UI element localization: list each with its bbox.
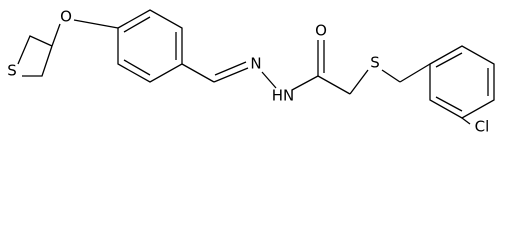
bond: [435, 96, 463, 112]
bond: [261, 71, 277, 89]
atom-label: S: [7, 62, 17, 80]
bond: [435, 52, 463, 68]
bond: [181, 63, 215, 83]
bond: [317, 75, 351, 95]
atom-label: N: [250, 55, 261, 73]
bond: [123, 16, 151, 33]
bond: [429, 45, 495, 119]
atom-label: O: [315, 22, 327, 40]
atom-label: HN: [272, 87, 295, 105]
atom-label: Cl: [475, 118, 490, 136]
structure-diagram: S O N HN O S Cl: [7, 8, 495, 136]
bond: [22, 45, 53, 77]
bond: [399, 63, 431, 83]
bond: [461, 117, 471, 125]
bond: [17, 35, 53, 65]
bond: [381, 69, 401, 83]
bond: [117, 9, 183, 83]
bonds: [17, 9, 495, 125]
atom-label: O: [60, 8, 72, 26]
bond: [291, 75, 319, 91]
bond: [73, 19, 119, 29]
bond: [213, 67, 249, 83]
atom-label: S: [370, 54, 380, 72]
bond: [349, 69, 369, 95]
bond: [123, 59, 151, 76]
bond: [51, 23, 61, 47]
bond: [214, 61, 247, 76]
